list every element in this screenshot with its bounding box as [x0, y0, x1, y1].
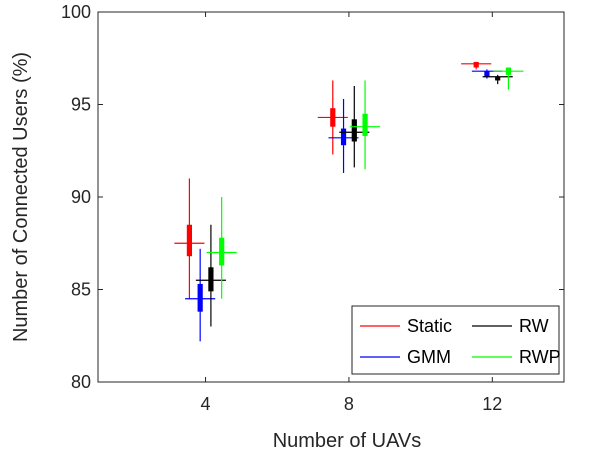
- box-rw-8: [351, 119, 357, 142]
- x-tick-label-8: 8: [344, 394, 354, 414]
- series-rwp: [206, 67, 524, 299]
- y-tick-label-85: 85: [71, 280, 91, 300]
- x-tick-label-12: 12: [482, 394, 502, 414]
- y-tick-label-80: 80: [71, 372, 91, 392]
- legend-label-gmm: GMM: [407, 347, 451, 367]
- chart-marks: [174, 61, 524, 342]
- box-static-8: [330, 108, 336, 127]
- legend: Static RW GMM RWP: [351, 305, 561, 375]
- box-rwp-12: [505, 67, 512, 75]
- box-gmm-8: [340, 128, 347, 146]
- x-tick-label-4: 4: [201, 394, 211, 414]
- box-rwp-8: [362, 113, 368, 136]
- x-axis-title: Number of UAVs: [273, 430, 422, 452]
- y-tick-label-100: 100: [61, 2, 91, 22]
- legend-box: [351, 305, 560, 375]
- box-gmm-12: [484, 71, 490, 77]
- box-rw-4: [208, 267, 214, 292]
- box-gmm-4: [197, 283, 203, 312]
- y-tick-label-90: 90: [71, 187, 91, 207]
- box-rwp-4: [219, 237, 225, 266]
- legend-label-static: Static: [407, 316, 452, 336]
- series-rw: [195, 74, 513, 327]
- box-rw-12: [495, 76, 501, 81]
- legend-label-rw: RW: [519, 316, 549, 336]
- box-static-4: [186, 224, 193, 257]
- y-tick-label-95: 95: [71, 95, 91, 115]
- legend-label-rwp: RWP: [519, 347, 561, 367]
- series-static: [174, 61, 492, 299]
- box-static-12: [473, 61, 479, 68]
- y-axis-title: Number of Connected Users (%): [10, 52, 32, 342]
- axes: 80 85 90 95 100 4 8 12: [61, 2, 565, 414]
